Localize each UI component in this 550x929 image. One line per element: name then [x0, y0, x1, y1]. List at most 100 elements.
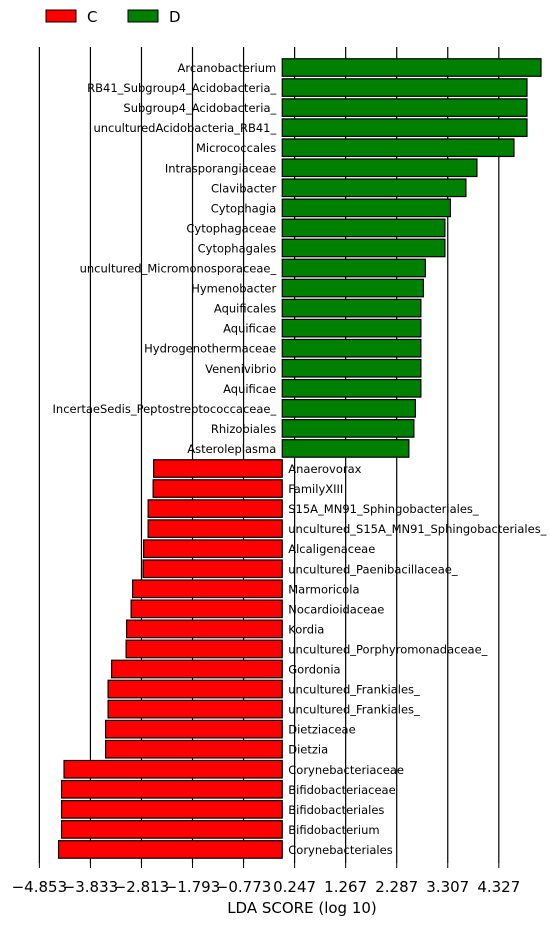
- legend: C D: [45, 8, 181, 26]
- bar-label: Cytophagia: [211, 201, 277, 215]
- legend-label-d: D: [169, 8, 181, 26]
- bar-d: [281, 378, 422, 398]
- bar-label: Bifidobacteriales: [288, 803, 384, 817]
- x-tick-label: −1.793: [165, 878, 221, 896]
- bar-label: uncultured_Micromonosporaceae_: [80, 262, 277, 276]
- bar-label: Aquificae: [223, 322, 276, 336]
- bar-c: [60, 820, 283, 839]
- bar-d: [281, 419, 415, 438]
- x-tick-label: 0.247: [273, 878, 316, 896]
- bar-c: [107, 679, 283, 699]
- bar-d: [281, 138, 515, 158]
- bar-label: Bifidobacterium: [288, 823, 379, 837]
- bar-label: Intrasporangiaceae: [165, 161, 276, 175]
- x-tick-label: −3.833: [63, 878, 119, 896]
- bar-label: Clavibacter: [211, 181, 277, 195]
- x-axis: −4.853−3.833−2.813−1.793−0.773 0.247 1.267…: [12, 863, 520, 896]
- bar-label: S15A_MN91_Sphingobacteriales_: [288, 502, 479, 516]
- bar-c: [143, 539, 283, 559]
- x-axis-label: LDA SCORE (log 10): [227, 899, 377, 917]
- bar-d: [281, 198, 452, 218]
- bar-c: [142, 559, 283, 579]
- bar-label: Nocardioidaceae: [288, 602, 384, 616]
- bar-label: Micrococcales: [196, 141, 276, 155]
- bar-label: Hymenobacter: [191, 282, 276, 296]
- x-tick-label: 3.307: [426, 878, 469, 896]
- bar-label: RB41_Subgroup4_Acidobacteria_: [87, 81, 276, 95]
- bar-c: [130, 599, 283, 619]
- bar-labels: Arcanobacterium RB41_Subgroup4_Acidobacte…: [53, 61, 547, 857]
- bar-label: unculturedAcidobacteria_RB41_: [93, 121, 276, 135]
- bar-c: [147, 499, 283, 518]
- bar-label: Venenivibrio: [205, 362, 276, 376]
- bar-d: [281, 439, 410, 458]
- bar-d: [281, 58, 542, 77]
- bar-label: Kordia: [288, 622, 324, 636]
- bar-d: [281, 358, 422, 378]
- x-tick-label: 2.287: [375, 878, 418, 896]
- bar-c: [132, 579, 283, 599]
- bar-label: Aquificae: [223, 382, 276, 396]
- x-tick-label: −0.773: [216, 878, 272, 896]
- x-tick-label: −4.853: [12, 878, 68, 896]
- bar-d: [281, 318, 422, 338]
- bar-label: Marmoricola: [288, 582, 359, 596]
- bar-label: Bifidobacteriaceae: [288, 783, 395, 797]
- bar-label: uncultured_S15A_MN91_Sphingobacteriales_: [288, 522, 546, 536]
- bar-label: Dietziaceae: [288, 723, 355, 737]
- bar-d: [281, 218, 446, 238]
- bar-label: Aquificales: [214, 302, 276, 316]
- bar-c: [125, 639, 283, 659]
- bar-d: [281, 298, 422, 318]
- bar-c: [147, 519, 283, 539]
- bar-label: FamilyXIII: [288, 482, 343, 496]
- bar-d: [281, 98, 528, 117]
- bar-c: [104, 719, 283, 739]
- bar-label: Cytophagaceae: [186, 221, 276, 235]
- legend-label-c: C: [87, 8, 97, 26]
- bar-c: [110, 659, 283, 679]
- bar-label: Gordonia: [288, 663, 340, 677]
- bar-label: Hydrogenothermaceae: [144, 342, 276, 356]
- bar-label: Corynebacteriales: [288, 843, 392, 857]
- bar-label: IncertaeSedis_Peptostreptococcaceae_: [53, 402, 277, 416]
- bar-d: [281, 118, 528, 138]
- bar-label: uncultured_Frankiales_: [288, 683, 420, 697]
- bar-c: [60, 799, 283, 819]
- bar-c: [126, 619, 283, 639]
- bar-d: [281, 338, 422, 358]
- bar-c: [153, 459, 283, 478]
- bar-label: Rhizobiales: [211, 422, 276, 436]
- bar-label: uncultured_Porphyromonadaceae_: [288, 642, 487, 656]
- bar-c: [60, 779, 283, 799]
- bar-label: Dietzia: [288, 743, 328, 757]
- bar-c: [104, 739, 283, 759]
- bar-d: [281, 399, 416, 418]
- bar-c: [152, 479, 283, 498]
- bar-d: [281, 238, 446, 258]
- bar-c: [107, 699, 283, 719]
- bar-label: Subgroup4_Acidobacteria_: [123, 101, 276, 115]
- bar-c: [63, 759, 283, 779]
- bars: [57, 58, 542, 859]
- bar-label: Alcaligenaceae: [288, 542, 375, 556]
- bar-label: Arcanobacterium: [178, 61, 277, 75]
- bar-label: uncultured_Paenibacillaceae_: [288, 562, 458, 576]
- bar-label: Cytophagales: [198, 241, 277, 255]
- bar-d: [281, 158, 478, 178]
- bar-label: Anaerovorax: [288, 462, 361, 476]
- bar-c: [57, 840, 283, 859]
- bar-label: uncultured_Frankiales_: [288, 703, 420, 717]
- legend-swatch-c: [45, 9, 77, 23]
- bar-label: Asteroleplasma: [187, 442, 276, 456]
- bar-d: [281, 278, 424, 298]
- bar-d: [281, 178, 467, 198]
- x-tick-label: 1.267: [324, 878, 367, 896]
- x-tick-label: −2.813: [114, 878, 170, 896]
- x-tick-label: 4.327: [477, 878, 520, 896]
- bar-d: [281, 78, 528, 97]
- bar-d: [281, 258, 426, 278]
- legend-swatch-d: [127, 9, 159, 23]
- bar-label: Corynebacteriaceae: [288, 763, 404, 777]
